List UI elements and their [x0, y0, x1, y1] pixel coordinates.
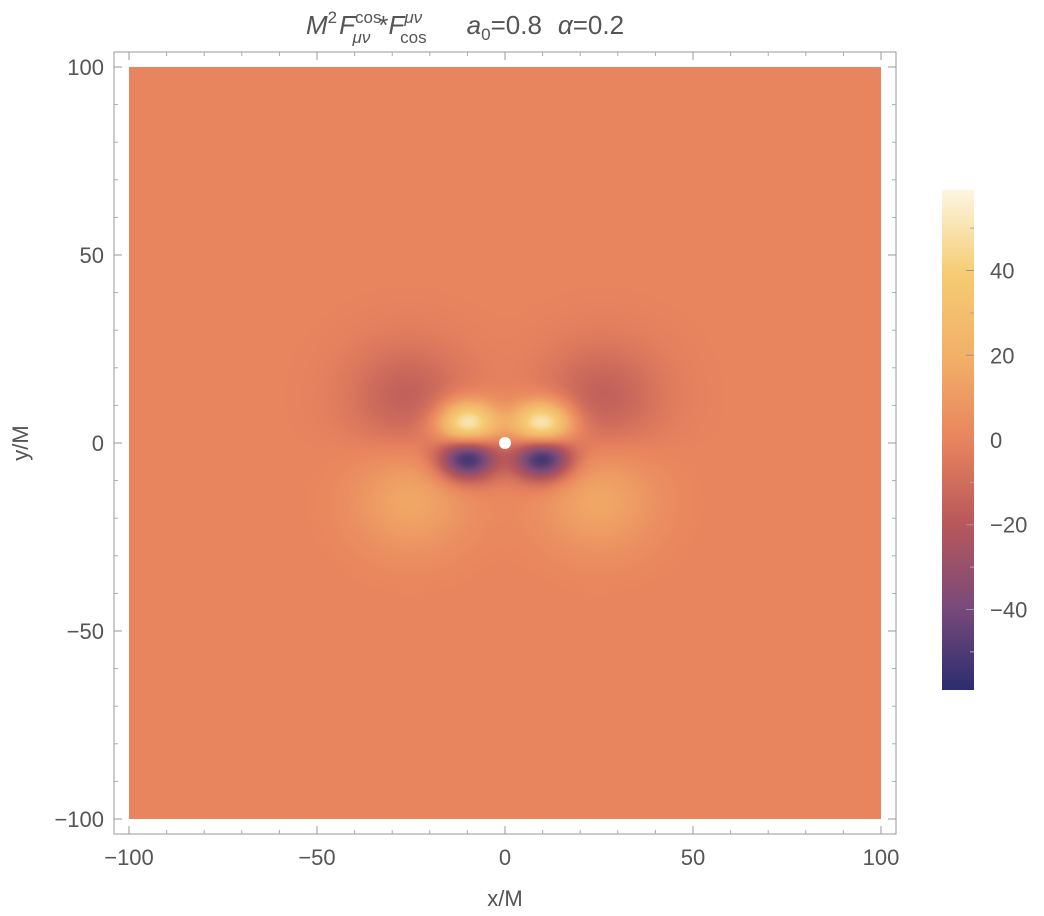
y-axis: −100 −50 0 50 100	[54, 55, 896, 832]
title-alpha: α	[558, 10, 574, 40]
title-f2-sup: μν	[403, 8, 422, 27]
colorbar-ticks: −40 −20 0 20 40	[966, 227, 1027, 653]
title-f1: F	[339, 10, 357, 40]
colorbar-tick-label: 0	[990, 428, 1002, 453]
y-tick-label: 0	[92, 431, 104, 456]
title-f2-sub: cos	[400, 28, 426, 47]
y-tick-label: 50	[80, 243, 104, 268]
x-tick-label: −100	[104, 845, 154, 870]
y-tick-label: −50	[67, 619, 104, 644]
title-f1-sub: μν	[352, 28, 371, 47]
x-tick-label: 0	[499, 845, 511, 870]
y-tick-label: 100	[67, 55, 104, 80]
plot-area	[113, 51, 897, 835]
title-alpha-val: =0.2	[573, 10, 624, 40]
title-f1-sup: cos	[355, 8, 381, 27]
y-axis-label: y/M	[8, 425, 33, 460]
colorbar-tick-label: −20	[990, 513, 1027, 538]
x-tick-label: 100	[863, 845, 900, 870]
x-tick-label: −50	[298, 845, 335, 870]
title-a: a	[467, 10, 481, 40]
title-a-val: =0.8	[491, 10, 542, 40]
colorbar-tick-label: 20	[990, 343, 1014, 368]
chart-title: M2Fcos μν *Fμν cos a0=0.8 α=0.2	[306, 8, 624, 47]
colorbar-tick-label: −40	[990, 597, 1027, 622]
x-axis: −100 −50 0 50 100	[104, 52, 899, 870]
title-m: M	[306, 10, 328, 40]
title-star: *	[378, 10, 388, 40]
center-marker	[499, 437, 511, 449]
title-m-sup: 2	[328, 8, 337, 27]
title-a-sub: 0	[481, 25, 490, 44]
x-tick-label: 50	[681, 845, 705, 870]
y-tick-label: −100	[54, 807, 104, 832]
title-f2: F	[388, 10, 406, 40]
colorbar: −40 −20 0 20 40	[942, 190, 1027, 690]
colorbar-tick-label: 40	[990, 259, 1014, 284]
x-axis-label: x/M	[487, 886, 522, 911]
